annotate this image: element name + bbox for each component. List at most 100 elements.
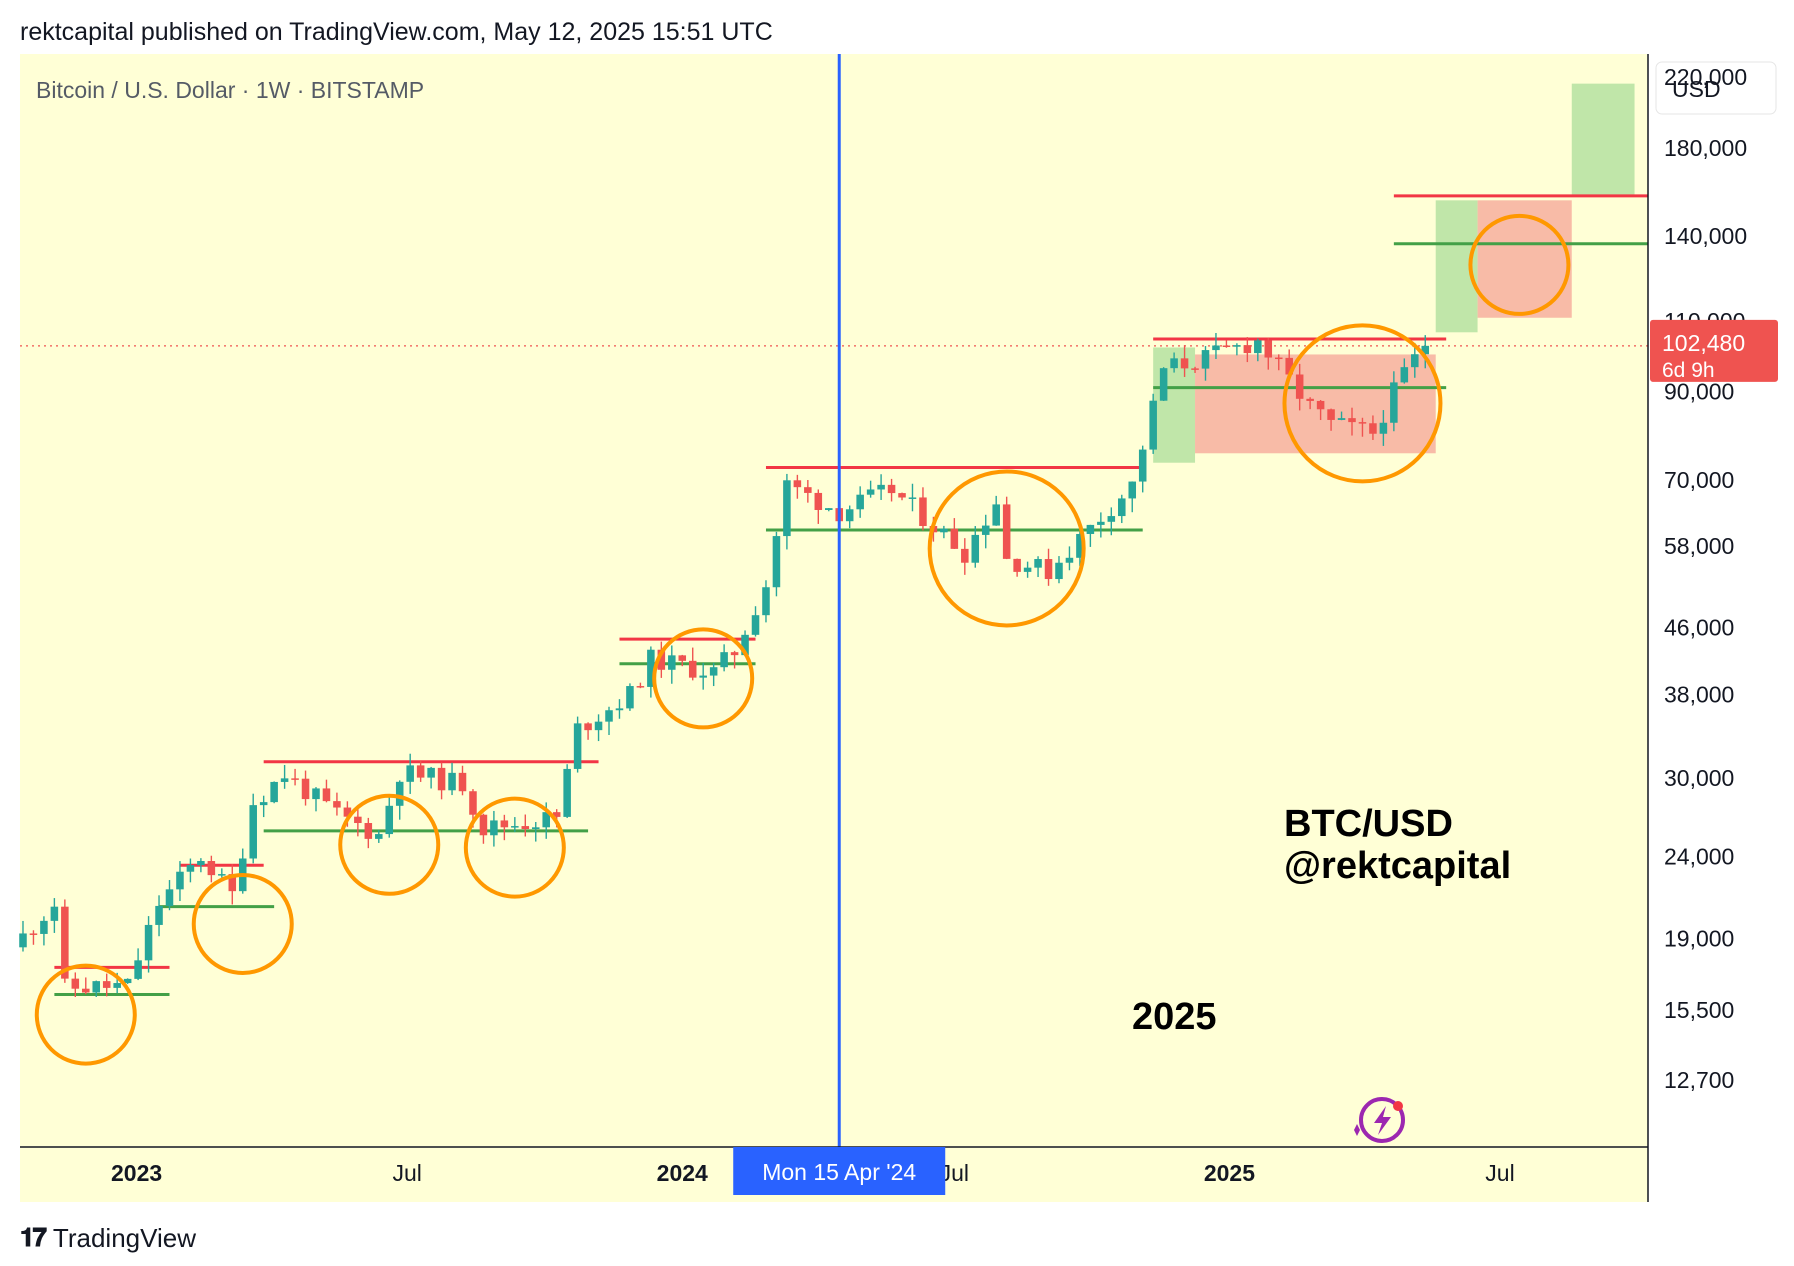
candle-30 <box>333 792 341 816</box>
candle-133 <box>1411 342 1419 378</box>
price-tick-4: 90,000 <box>1664 379 1734 405</box>
highlight-circle-0 <box>34 963 137 1066</box>
candle-body <box>40 920 48 934</box>
crosshair-date-box <box>733 1147 946 1195</box>
candle-29 <box>322 779 331 803</box>
currency-button[interactable]: USD <box>1655 61 1777 115</box>
candle-body <box>856 494 864 510</box>
candle-101 <box>1076 531 1084 567</box>
highlight-circle-2 <box>338 793 441 896</box>
candle-15 <box>176 861 184 902</box>
candle-body <box>981 525 990 535</box>
candle-40 <box>437 762 446 800</box>
year-annotation: 2025 <box>1132 996 1217 1038</box>
candle-body <box>1118 498 1126 517</box>
candle-body <box>1180 358 1189 369</box>
candle-97 <box>1034 556 1042 578</box>
candle-3 <box>50 898 59 933</box>
candle-body <box>919 497 927 527</box>
tradingview-brand: TradingView <box>52 1222 196 1253</box>
price-tick-6: 58,000 <box>1664 533 1734 559</box>
candle-body <box>113 983 121 988</box>
candle-body <box>762 587 770 616</box>
candle-11 <box>134 948 142 981</box>
candle-119 <box>1264 337 1273 370</box>
candle-107 <box>1138 445 1147 493</box>
candle-body <box>490 820 498 836</box>
candle-8 <box>102 973 111 997</box>
highlight-circle-1 <box>191 872 294 975</box>
candle-62 <box>668 645 676 684</box>
candle-body <box>458 772 467 792</box>
candle-48 <box>521 814 530 837</box>
candle-body <box>636 686 645 688</box>
price-tick-12: 15,500 <box>1664 997 1734 1023</box>
price-tick-11: 19,000 <box>1664 925 1734 951</box>
candle-27 <box>301 770 310 806</box>
candle-body <box>1159 368 1168 401</box>
candle-body <box>1086 524 1095 534</box>
candle-122 <box>1295 363 1304 411</box>
candle-52 <box>563 764 571 819</box>
candle-body <box>615 708 624 711</box>
candle-body <box>134 960 142 979</box>
candle-47 <box>511 817 519 833</box>
candle-body <box>699 675 707 678</box>
candle-body <box>772 536 781 588</box>
candle-body <box>1097 521 1105 525</box>
candle-body <box>479 814 488 836</box>
chart-title: Bitcoin / U.S. Dollar · 1W · BITSTAMP <box>36 77 424 103</box>
candle-body <box>647 649 655 687</box>
last-price-countdown: 6d 9h <box>1662 359 1715 382</box>
candle-54 <box>584 722 592 740</box>
candle-body <box>1243 345 1252 354</box>
candle-body <box>950 528 959 549</box>
candle-body <box>720 652 728 668</box>
candle-109 <box>1159 367 1168 401</box>
candle-body <box>1358 422 1367 424</box>
candle-60 <box>647 646 655 698</box>
candle-102 <box>1086 524 1095 547</box>
candle-body <box>270 781 278 803</box>
candle-body <box>971 534 980 563</box>
candle-body <box>102 981 111 988</box>
candle-18 <box>207 855 216 883</box>
candle-body <box>804 487 812 493</box>
candle-93 <box>992 495 1000 526</box>
price-tick-0: 220,000 <box>1664 64 1747 90</box>
price-tick-7: 46,000 <box>1664 615 1734 641</box>
candle-body <box>751 615 760 635</box>
candle-128 <box>1358 417 1367 437</box>
candle-body <box>940 528 948 533</box>
candle-99 <box>1055 556 1063 584</box>
btc-weekly-chart[interactable]: Bitcoin / U.S. Dollar · 1W · BITSTAMP US… <box>0 0 1794 1220</box>
candle-body <box>877 484 885 490</box>
candle-body <box>668 655 676 670</box>
candle-16 <box>186 858 195 883</box>
candle-body <box>1149 400 1157 450</box>
candle-38 <box>416 760 425 782</box>
candle-22 <box>249 793 257 864</box>
time-tick-5: Jul <box>1485 1160 1514 1186</box>
candle-body <box>908 497 917 499</box>
candles-layer <box>19 332 1430 998</box>
price-tick-2: 140,000 <box>1664 223 1747 249</box>
candle-body <box>866 489 875 495</box>
candle-body <box>1013 558 1021 572</box>
candle-117 <box>1243 337 1252 363</box>
candle-130 <box>1379 410 1388 446</box>
candle-body <box>1379 422 1388 434</box>
candle-body <box>1285 357 1293 375</box>
candle-body <box>1306 398 1314 401</box>
candle-92 <box>981 514 990 549</box>
candle-body <box>1076 533 1084 558</box>
candle-body <box>165 889 174 906</box>
candle-98 <box>1044 548 1053 586</box>
candle-body <box>584 723 592 731</box>
last-price-label: 102,480 6d 9h <box>1650 319 1778 382</box>
candle-body <box>730 652 739 656</box>
candle-39 <box>427 766 435 789</box>
candle-body <box>552 812 561 817</box>
candle-body <box>1128 481 1137 499</box>
candle-body <box>1201 350 1210 369</box>
